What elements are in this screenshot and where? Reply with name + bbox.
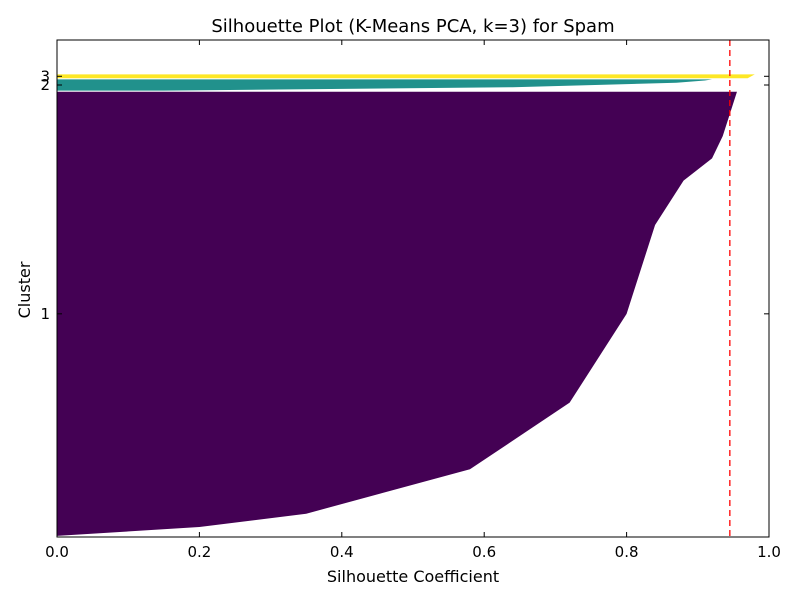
x-tick-label: 0.0 xyxy=(45,543,69,561)
chart-title: Silhouette Plot (K-Means PCA, k=3) for S… xyxy=(211,16,614,37)
x-tick-label: 0.6 xyxy=(472,543,496,561)
y-tick-label-cluster-3: 3 xyxy=(40,67,50,85)
plot-area xyxy=(57,40,755,537)
axes-frame xyxy=(56,39,770,538)
x-axis: 0.0 0.2 0.4 0.6 0.8 1.0 xyxy=(45,40,781,561)
silhouette-band-cluster-2 xyxy=(57,79,713,91)
x-tick-label: 1.0 xyxy=(757,543,781,561)
x-tick-label: 0.8 xyxy=(615,543,639,561)
x-tick-label: 0.4 xyxy=(330,543,354,561)
y-axis-label: Cluster xyxy=(15,261,34,318)
x-axis-label: Silhouette Coefficient xyxy=(327,567,499,586)
silhouette-band-cluster-1 xyxy=(57,91,737,536)
x-tick-label: 0.2 xyxy=(187,543,211,561)
y-axis: 1 23 xyxy=(40,67,769,323)
silhouette-band-cluster-3 xyxy=(57,74,755,79)
y-tick-label-cluster-1: 1 xyxy=(40,305,50,323)
y-tick-label-cluster-2: 2 xyxy=(40,76,50,94)
